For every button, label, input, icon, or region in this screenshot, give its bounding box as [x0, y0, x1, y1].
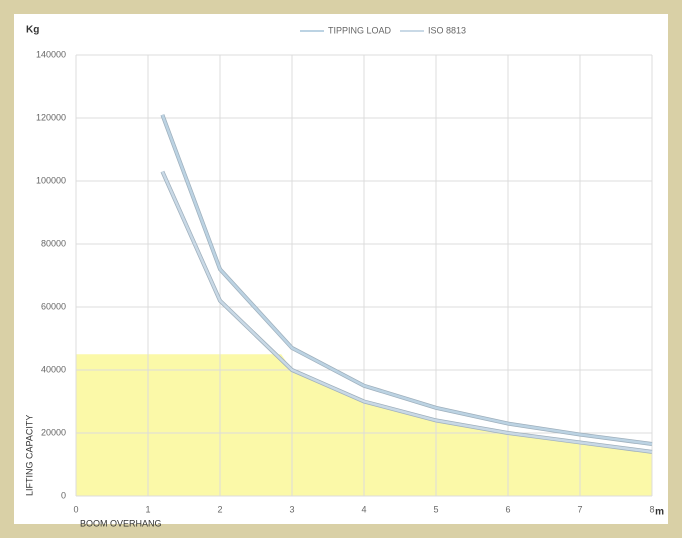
x-tick-label: 6 [505, 504, 510, 514]
y-tick-label: 140000 [36, 49, 66, 59]
series-line [161, 171, 653, 454]
y-tick-label: 20000 [41, 427, 66, 437]
x-axis-label: BOOM OVERHANG [80, 518, 162, 528]
y-tick-label: 120000 [36, 112, 66, 122]
x-tick-label: 4 [361, 504, 366, 514]
y-tick-label: 80000 [41, 238, 66, 248]
x-tick-label: 8 [649, 504, 654, 514]
y-unit: Kg [26, 25, 39, 36]
x-tick-label: 2 [217, 504, 222, 514]
y-axis-label: LIFTING CAPACITY [24, 415, 34, 496]
x-tick-label: 0 [73, 504, 78, 514]
legend-label: ISO 8813 [428, 25, 466, 35]
x-tick-label: 7 [577, 504, 582, 514]
y-tick-label: 100000 [36, 175, 66, 185]
series-line [161, 114, 653, 446]
y-tick-label: 60000 [41, 301, 66, 311]
x-tick-label: 1 [145, 504, 150, 514]
legend-label: TIPPING LOAD [328, 25, 392, 35]
y-tick-label: 0 [61, 490, 66, 500]
x-unit: m [655, 507, 664, 518]
y-tick-label: 40000 [41, 364, 66, 374]
x-tick-label: 5 [433, 504, 438, 514]
x-tick-label: 3 [289, 504, 294, 514]
